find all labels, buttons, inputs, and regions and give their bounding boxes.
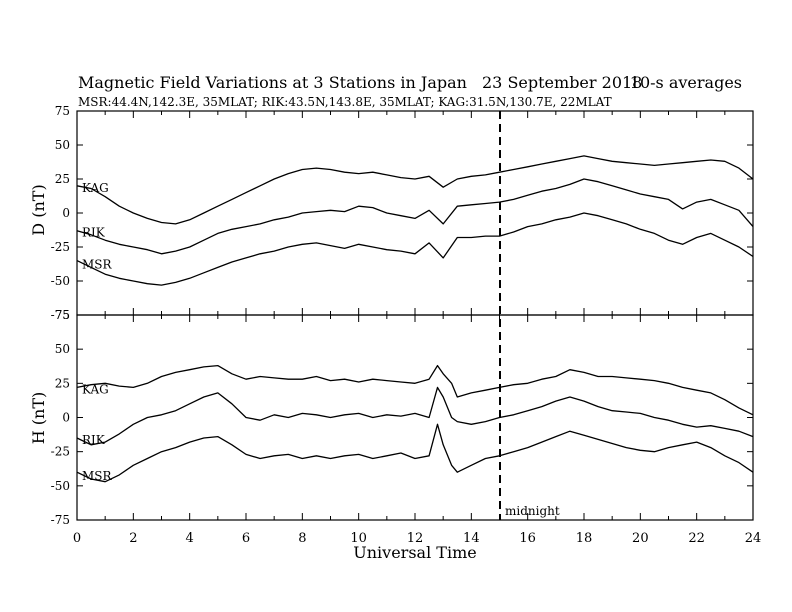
h-y-tick-label: 0 bbox=[62, 411, 70, 425]
d-y-tick-label: 25 bbox=[55, 172, 70, 186]
h-y-tick-label: 25 bbox=[55, 376, 70, 390]
h-series-label-msr: MSR bbox=[82, 469, 113, 483]
x-axis-label: Universal Time bbox=[353, 543, 476, 562]
d-series-msr bbox=[76, 212, 754, 286]
h-y-tick-label: 50 bbox=[55, 342, 70, 356]
h-series-label-kag: KAG bbox=[82, 382, 109, 396]
d-series-label-rik: RIK bbox=[82, 226, 106, 240]
h-x-tick-label: 10 bbox=[350, 531, 367, 546]
h-panel-frame bbox=[76, 314, 754, 521]
d-series-kag bbox=[76, 155, 754, 225]
h-x-tick-label: 20 bbox=[632, 531, 649, 546]
h-x-tick-label: 8 bbox=[298, 531, 306, 546]
d-y-tick-label: 50 bbox=[55, 138, 70, 152]
d-component-panel: -75 -50 -25 0 25 50 75 D (nT) KAG RIK MSR bbox=[29, 104, 754, 322]
h-x-tick-label: 18 bbox=[576, 531, 593, 546]
d-series-label-msr: MSR bbox=[82, 258, 113, 272]
h-x-tick-label: 0 bbox=[73, 531, 81, 546]
d-y-tick-label: -25 bbox=[51, 240, 70, 254]
h-x-tick-label: 16 bbox=[519, 531, 536, 546]
h-x-tick-label: 12 bbox=[407, 531, 424, 546]
d-y-tick-label: 75 bbox=[55, 104, 70, 118]
chart-date: 23 September 2018 bbox=[482, 73, 642, 92]
h-x-tick-label: 14 bbox=[463, 531, 480, 546]
d-series-rik bbox=[76, 178, 754, 255]
d-series-label-kag: KAG bbox=[82, 181, 109, 195]
d-y-tick-label: 0 bbox=[62, 206, 70, 220]
chart-title: Magnetic Field Variations at 3 Stations … bbox=[78, 73, 467, 92]
d-y-axis-label: D (nT) bbox=[29, 184, 48, 235]
h-x-tick-label: 4 bbox=[186, 531, 194, 546]
h-series-msr bbox=[76, 423, 754, 483]
h-series-rik bbox=[76, 386, 754, 446]
midnight-label: midnight bbox=[505, 504, 560, 518]
h-x-tick-label: 24 bbox=[745, 531, 762, 546]
h-x-tick-label: 22 bbox=[688, 531, 705, 546]
h-y-tick-label: -75 bbox=[51, 513, 70, 527]
h-y-tick-label: 75 bbox=[55, 308, 70, 322]
d-y-tick-label: -75 bbox=[51, 308, 70, 322]
h-x-tick-label: 2 bbox=[129, 531, 137, 546]
chart-averaging: 10-s averages bbox=[630, 73, 742, 92]
h-y-tick-label: -25 bbox=[51, 445, 70, 459]
h-series-label-rik: RIK bbox=[82, 433, 106, 447]
d-panel-frame bbox=[76, 110, 754, 316]
h-series-kag bbox=[76, 364, 754, 416]
h-x-tick-label: 6 bbox=[242, 531, 250, 546]
station-coordinates: MSR:44.4N,142.3E, 35MLAT; RIK:43.5N,143.… bbox=[78, 95, 612, 109]
d-y-tick-label: -50 bbox=[51, 274, 70, 288]
h-y-tick-label: -50 bbox=[51, 479, 70, 493]
h-y-axis-label: H (nT) bbox=[29, 392, 48, 445]
